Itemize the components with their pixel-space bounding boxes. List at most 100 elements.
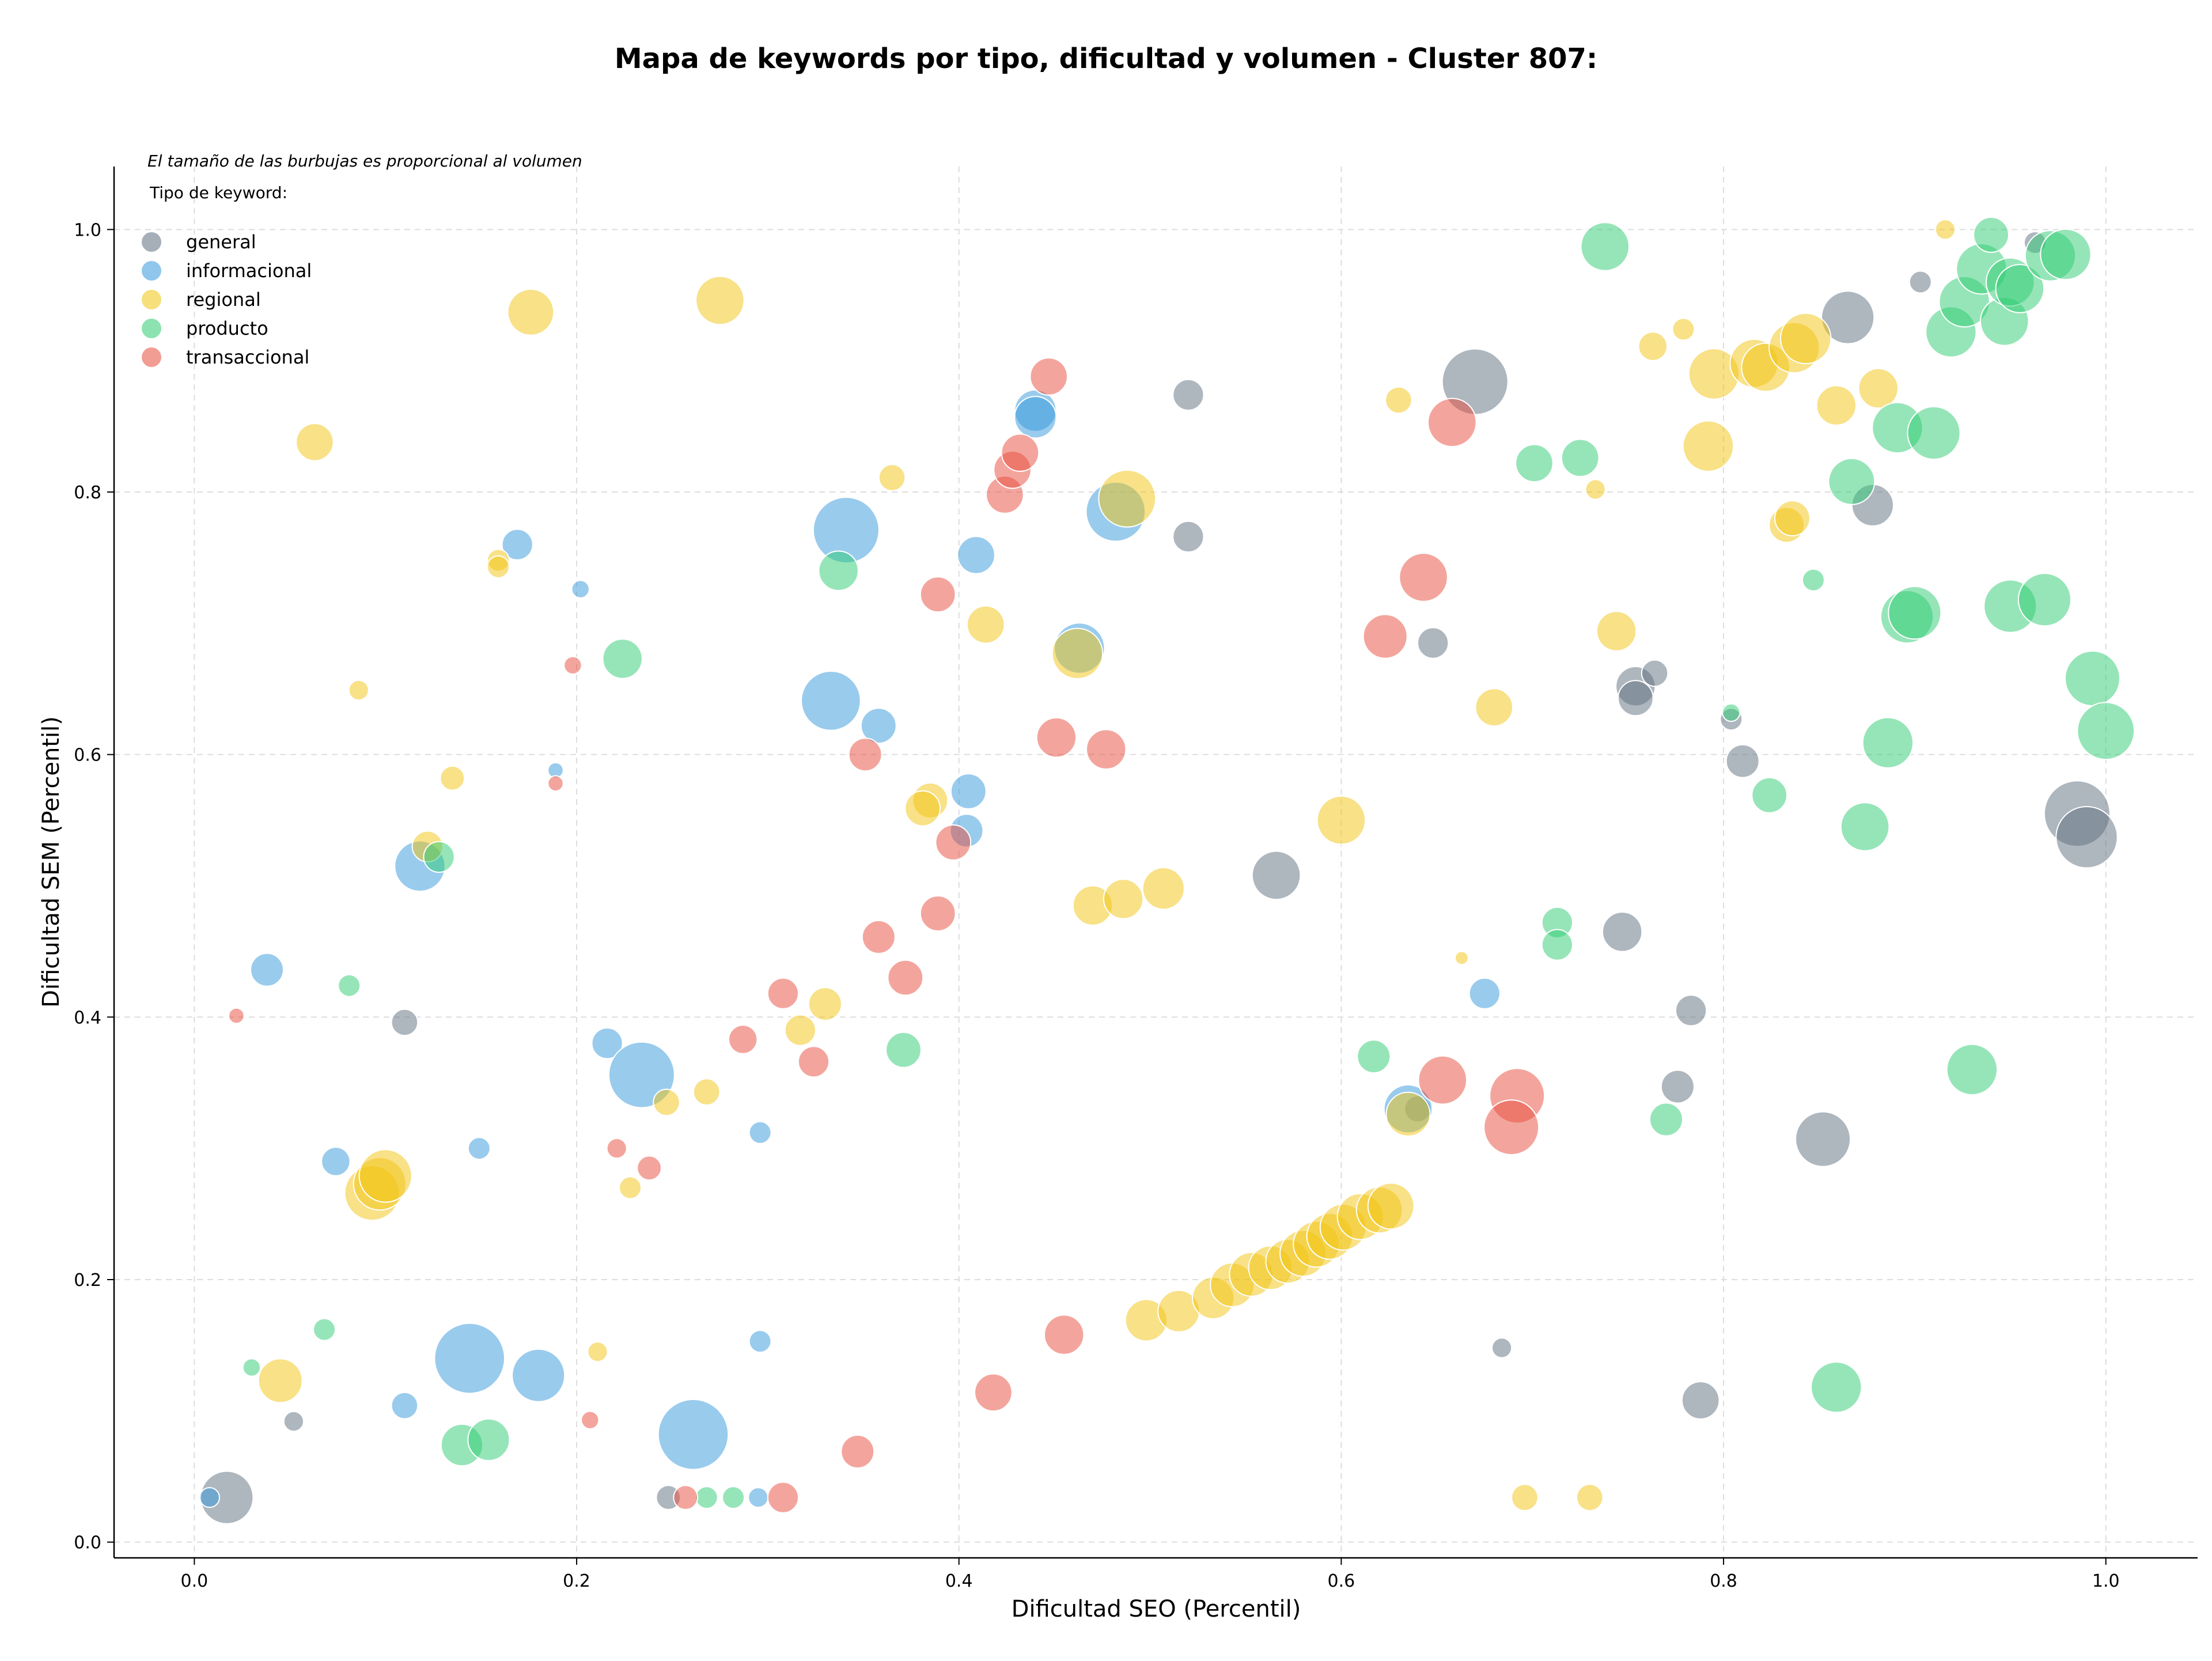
bubble-regional [507, 289, 555, 336]
bubble-informacional [250, 952, 284, 987]
bubble-informacional [657, 1399, 729, 1470]
bubble-regional [1511, 1484, 1539, 1511]
bubble-producto [1357, 1039, 1391, 1074]
bubble-regional [1098, 470, 1157, 528]
y-tick-label: 0.0 [74, 1533, 101, 1553]
bubble-regional [348, 679, 369, 701]
bubble-transaccional [1044, 1314, 1085, 1355]
legend-marker-regional [142, 290, 161, 309]
bubble-informacional [512, 1348, 566, 1402]
legend-title: Tipo de keyword: [149, 183, 287, 202]
bubble-informacional [860, 707, 897, 744]
y-tick-label: 0.2 [74, 1270, 101, 1291]
bubble-regional [1780, 312, 1832, 365]
x-tick-label: 0.6 [1328, 1571, 1355, 1591]
bubble-regional [1858, 368, 1899, 409]
bubble-transaccional [1001, 433, 1040, 472]
bubble-regional [1103, 879, 1144, 920]
bubble-regional [487, 555, 510, 578]
bubble-general [1725, 744, 1760, 778]
bubble-transaccional [228, 1007, 245, 1024]
series-general [200, 231, 2118, 1524]
x-axis-label: Dificultad SEO (Percentil) [1012, 1596, 1301, 1622]
legend-label-informacional: informacional [186, 260, 312, 282]
bubble-producto [1810, 1361, 1862, 1413]
legend-marker-producto [142, 319, 161, 338]
bubble-transaccional [840, 1435, 875, 1469]
bubble-general [1675, 994, 1707, 1027]
bubble-producto [1541, 929, 1573, 961]
x-tick-label: 0.2 [563, 1571, 590, 1591]
bubble-regional [1638, 331, 1668, 361]
bubble-regional [966, 605, 1005, 644]
bubble-transaccional [1483, 1099, 1540, 1156]
bubble-transaccional [1427, 398, 1477, 448]
bubble-producto [1560, 438, 1600, 478]
chart-subtitle: El tamaño de las burbujas es proporciona… [147, 152, 582, 171]
bubble-producto [602, 638, 643, 679]
bubble-producto [1722, 703, 1741, 722]
bubble-producto [1751, 777, 1788, 814]
y-tick-label: 1.0 [74, 220, 101, 240]
bubble-regional [1385, 1091, 1431, 1137]
bubble-regional [1475, 688, 1514, 727]
bubble-transaccional [1036, 717, 1077, 758]
bubble-regional [587, 1341, 608, 1363]
bubble-informacional [434, 1322, 506, 1394]
bubble-general [1908, 270, 1932, 294]
bubble-transaccional [1362, 614, 1408, 659]
y-tick-label: 0.8 [74, 483, 101, 503]
legend-marker-informacional [142, 261, 161, 281]
bubble-transaccional [919, 895, 956, 932]
bubble-producto [2065, 650, 2120, 706]
bubble-general [1660, 1069, 1695, 1104]
y-tick-label: 0.4 [74, 1008, 101, 1028]
bubble-informacional [1468, 977, 1501, 1009]
bubble-general [2055, 806, 2118, 869]
bubble-transaccional [1418, 1055, 1468, 1105]
bubble-regional [296, 423, 334, 461]
series-transaccional [228, 357, 1546, 1514]
bubble-informacional [957, 536, 995, 574]
legend-label-transaccional: transaccional [186, 346, 309, 368]
bubble-informacional [501, 528, 533, 561]
legend-marker-general [142, 232, 161, 252]
bubble-informacional [608, 1041, 675, 1108]
bubble-general [1681, 1381, 1720, 1420]
bubble-regional [1816, 385, 1857, 426]
x-tick-label: 1.0 [2092, 1571, 2120, 1591]
bubble-informacional [1014, 396, 1057, 439]
legend-marker-transaccional [142, 347, 161, 367]
bubble-producto [818, 550, 859, 591]
bubble-regional [1596, 611, 1637, 652]
bubble-producto [338, 974, 361, 997]
y-tick-label: 0.6 [74, 746, 101, 766]
bubble-producto [1580, 222, 1630, 271]
bubble-general [1641, 659, 1669, 687]
bubble-regional [1385, 386, 1412, 414]
bubble-transaccional [1399, 553, 1448, 602]
legend-label-general: general [186, 231, 256, 253]
bubble-producto [1973, 217, 2010, 253]
bubble-producto [1946, 1043, 1998, 1096]
bubble-transaccional [797, 1046, 830, 1078]
bubble-producto [242, 1358, 262, 1377]
bubble-informacional [321, 1147, 351, 1176]
x-tick-label: 0.8 [1710, 1571, 1737, 1591]
legend: general informacional regional producto tran… [142, 231, 312, 368]
bubble-producto [2040, 228, 2092, 281]
legend-label-regional: regional [186, 289, 261, 311]
bubble-general [1251, 850, 1301, 901]
bubble-regional [1934, 219, 1956, 240]
y-axis-ticks: 0.0 0.2 0.4 0.6 0.8 1.0 [74, 220, 114, 1553]
bubble-producto [1802, 568, 1825, 592]
bubble-informacional [748, 1330, 772, 1353]
bubble-informacional [950, 773, 987, 809]
bubble-regional [1682, 420, 1734, 472]
bubble-regional [808, 987, 842, 1021]
x-tick-label: 0.0 [181, 1571, 209, 1591]
bubble-informacional [748, 1487, 769, 1508]
bubble-regional [695, 275, 745, 326]
bubble-general [1795, 1111, 1851, 1167]
bubble-general [1821, 290, 1875, 345]
